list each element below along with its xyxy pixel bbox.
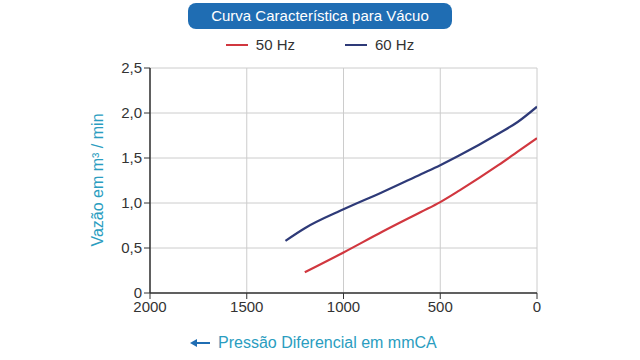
svg-text:500: 500	[428, 298, 453, 315]
html-text:Curva Característica para Vácu: Curva Característica para Vácuo	[211, 7, 429, 24]
html-text:Pressão Diferencial em mmCA: Pressão Diferencial em mmCA	[218, 334, 437, 351]
html-text:50 Hz: 50 Hz	[255, 36, 295, 53]
svg-text:0: 0	[533, 298, 541, 315]
svg-text:1500: 1500	[230, 298, 263, 315]
svg-text:2,5: 2,5	[121, 59, 142, 76]
svg-text:1,5: 1,5	[121, 149, 142, 166]
html-text:60 Hz: 60 Hz	[375, 36, 415, 53]
html-text:Vazão em m³ / min: Vazão em m³ / min	[89, 113, 106, 247]
svg-text:0: 0	[134, 284, 142, 301]
svg-text:0,5: 0,5	[121, 239, 142, 256]
svg-text:1000: 1000	[327, 298, 360, 315]
svg-text:1,0: 1,0	[121, 194, 142, 211]
svg-text:2000: 2000	[133, 297, 167, 315]
svg-text:2,0: 2,0	[121, 104, 142, 121]
